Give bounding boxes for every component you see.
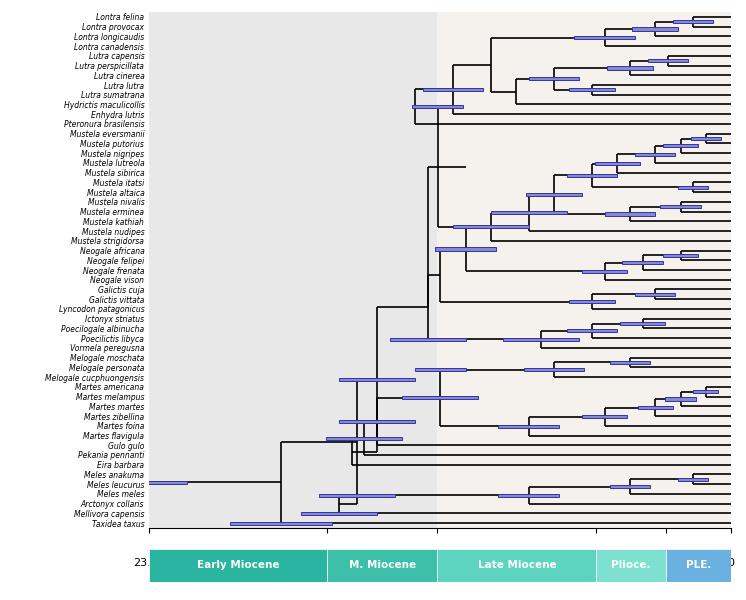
Bar — [633, 28, 678, 31]
Bar — [662, 145, 698, 148]
Bar — [660, 205, 700, 208]
Bar — [319, 494, 395, 497]
Text: Early Miocene: Early Miocene — [197, 560, 280, 571]
Bar — [498, 494, 559, 497]
Bar — [327, 437, 402, 440]
Bar — [422, 88, 483, 91]
Bar — [415, 368, 466, 371]
Bar — [389, 338, 466, 341]
Bar — [693, 390, 718, 393]
Bar — [435, 247, 496, 251]
Bar — [453, 225, 529, 229]
Bar — [413, 105, 463, 108]
Text: M. Miocene: M. Miocene — [349, 560, 416, 571]
Bar — [529, 77, 580, 80]
Bar — [498, 425, 559, 428]
Bar — [691, 137, 721, 140]
Bar — [231, 521, 331, 524]
Bar — [524, 368, 584, 371]
Bar — [582, 415, 627, 418]
Bar — [569, 300, 615, 303]
Text: PLE.: PLE. — [686, 560, 711, 571]
Bar — [491, 211, 567, 214]
Bar — [605, 212, 655, 215]
Bar — [665, 397, 696, 401]
Bar — [678, 478, 708, 481]
Bar — [567, 329, 617, 332]
Bar — [149, 549, 327, 582]
Bar — [339, 378, 415, 381]
Bar — [111, 481, 187, 484]
Bar — [609, 485, 651, 488]
Bar — [678, 185, 708, 189]
Bar — [327, 549, 437, 582]
Bar — [149, 12, 437, 528]
Bar — [567, 174, 617, 177]
Bar — [574, 36, 635, 39]
Text: Late Miocene: Late Miocene — [477, 560, 557, 571]
Bar — [596, 549, 666, 582]
Bar — [569, 88, 615, 91]
Bar — [609, 361, 651, 364]
Bar — [301, 512, 377, 515]
Bar — [504, 338, 580, 341]
Bar — [620, 322, 665, 325]
Bar — [635, 293, 675, 296]
Bar — [662, 254, 698, 257]
Bar — [437, 549, 596, 582]
Bar — [595, 162, 640, 165]
Bar — [607, 67, 653, 70]
Bar — [402, 397, 478, 400]
Bar — [526, 193, 582, 196]
Bar — [582, 269, 627, 273]
Bar — [673, 20, 713, 23]
Bar — [666, 549, 731, 582]
Bar — [638, 406, 673, 409]
Bar — [622, 261, 662, 264]
Bar — [339, 420, 415, 423]
Bar — [648, 59, 688, 62]
Bar — [635, 153, 675, 156]
Text: Plioce.: Plioce. — [611, 560, 651, 571]
